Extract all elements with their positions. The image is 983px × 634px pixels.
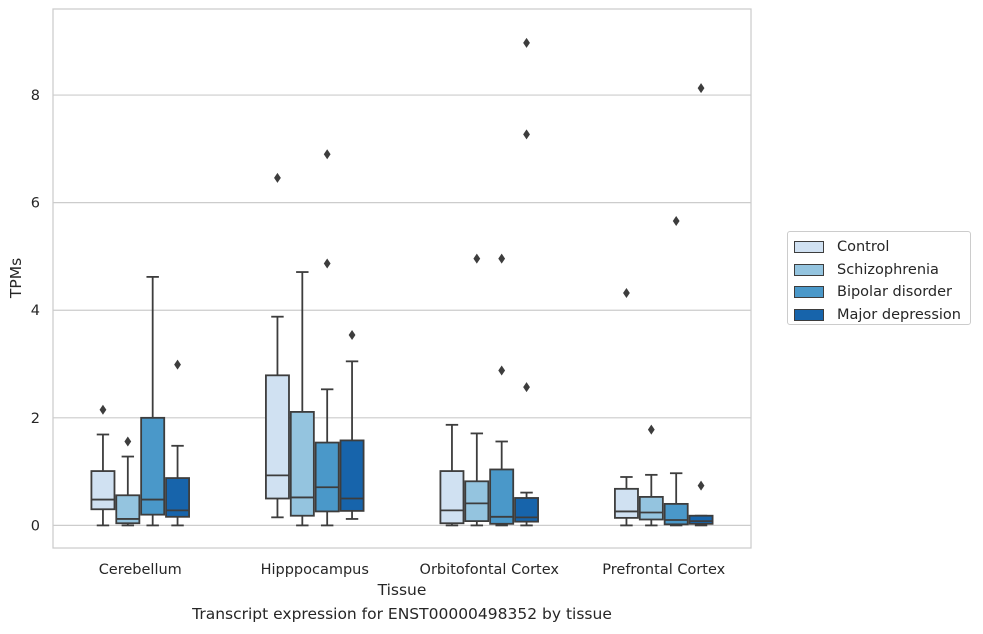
chart-caption: Transcript expression for ENST0000049835… (192, 605, 612, 623)
box-iqr (663, 502, 689, 526)
box-iqr (638, 495, 664, 521)
legend-label: Major depression (837, 306, 961, 323)
box-iqr (289, 411, 315, 517)
outlier-marker (498, 365, 506, 376)
box-iqr (688, 514, 714, 525)
box-bipolar-disorder (663, 215, 689, 527)
outlier-marker (124, 436, 132, 447)
box-schizophrenia (638, 424, 664, 527)
box-bipolar-disorder (489, 253, 515, 527)
outlier-marker (348, 329, 356, 340)
outlier-marker (523, 382, 530, 393)
x-tick-label: Prefrontal Cortex (602, 562, 725, 578)
x-axis-label: Tissue (377, 581, 427, 599)
legend-swatch-major-depression (794, 308, 824, 321)
box-iqr (265, 374, 290, 500)
box-major-depression (688, 83, 714, 527)
box-schizophrenia (464, 253, 490, 527)
y-tick-label: 4 (31, 303, 40, 319)
y-tick-label: 6 (31, 196, 40, 212)
legend-label: Schizophrenia (837, 261, 939, 278)
legend-item-major-depression: Major depression (794, 304, 970, 327)
legend-swatch-bipolar-disorder (794, 286, 824, 299)
box-iqr (140, 416, 166, 516)
boxes (90, 37, 714, 527)
outlier-marker (174, 359, 181, 370)
legend-item-control: Control (794, 236, 970, 259)
legend: Control Schizophrenia Bipolar disorder M… (787, 231, 971, 325)
outlier-marker (323, 258, 331, 269)
box-iqr (464, 480, 490, 523)
outlier-marker (473, 253, 481, 264)
outlier-marker (99, 404, 107, 415)
box-control (265, 172, 290, 519)
box-control (439, 423, 465, 527)
box-major-depression (339, 329, 365, 520)
y-tick-label: 2 (31, 411, 40, 427)
box-iqr (614, 487, 639, 519)
plot-background (52, 8, 752, 549)
x-tick-label: Orbitofontal Cortex (420, 562, 560, 578)
legend-label: Control (837, 239, 890, 256)
box-schizophrenia (115, 436, 141, 527)
box-major-depression (514, 37, 539, 527)
box-iqr (339, 439, 365, 512)
outlier-marker (697, 83, 705, 94)
y-tick-label: 8 (31, 88, 40, 104)
x-tick-label: Hipppocampus (261, 562, 369, 578)
outlier-marker (623, 288, 630, 299)
box-schizophrenia (289, 271, 315, 527)
legend-item-bipolar-disorder: Bipolar disorder (794, 281, 970, 304)
axes: 0 2 4 6 8 Cerebellum Hipppocampus Orbitofontal … (31, 88, 726, 578)
legend-swatch-control (794, 241, 824, 254)
outlier-marker (498, 253, 506, 264)
box-bipolar-disorder (314, 149, 340, 527)
legend-swatch-schizophrenia (794, 263, 824, 276)
box-iqr (314, 441, 340, 513)
y-axis-label: TPMs (7, 258, 25, 299)
y-tick-label: 0 (31, 518, 40, 534)
box-iqr (514, 497, 539, 523)
box-major-depression (165, 359, 190, 527)
outlier-marker (523, 37, 530, 48)
outlier-marker (647, 424, 655, 435)
gridlines (53, 94, 751, 527)
outlier-marker (523, 129, 530, 140)
box-iqr (439, 470, 465, 525)
box-iqr (115, 494, 141, 525)
box-iqr (90, 470, 116, 511)
outlier-marker (323, 149, 331, 160)
box-iqr (165, 477, 190, 518)
box-iqr (489, 468, 515, 525)
legend-label: Bipolar disorder (837, 284, 952, 301)
outlier-marker (672, 215, 680, 226)
box-bipolar-disorder (140, 275, 166, 527)
x-tick-label: Cerebellum (99, 562, 182, 578)
box-control (614, 288, 639, 527)
outlier-marker (274, 172, 281, 183)
legend-item-schizophrenia: Schizophrenia (794, 259, 970, 282)
box-control (90, 404, 116, 527)
outlier-marker (697, 480, 705, 491)
